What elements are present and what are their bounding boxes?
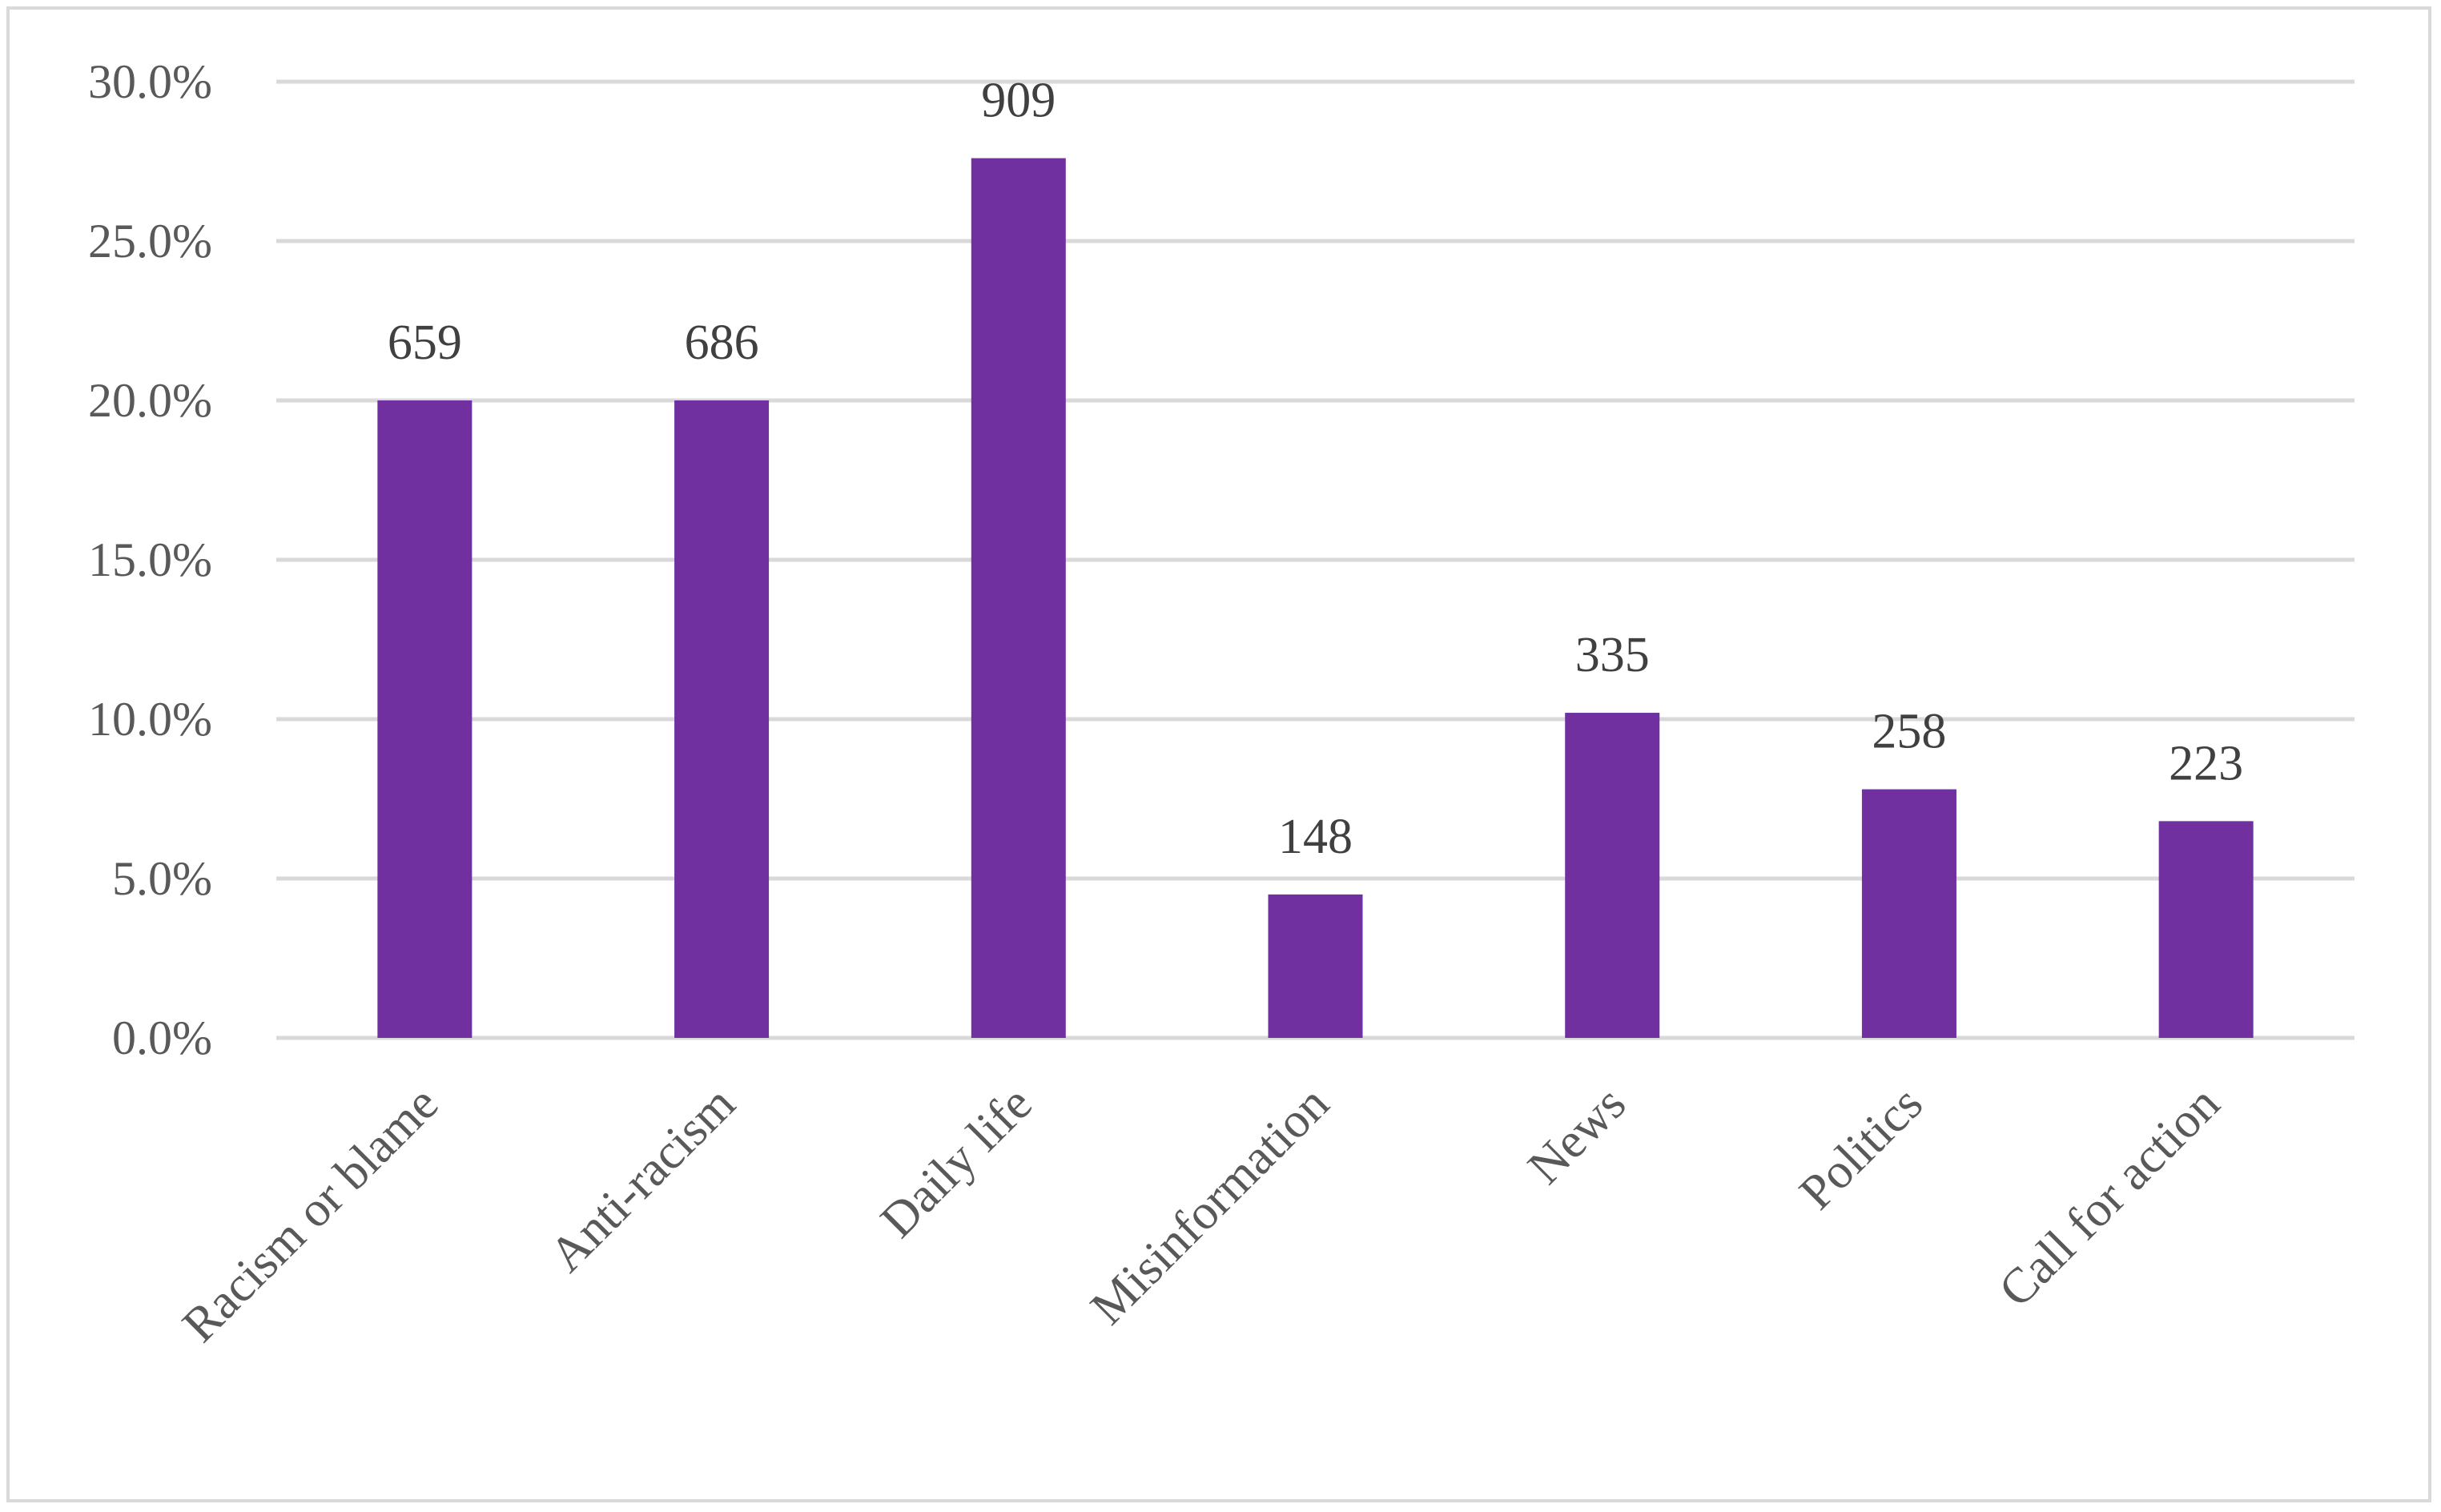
bar: [1861, 789, 1956, 1038]
bar: [377, 400, 473, 1038]
x-tick-label: Politics: [1789, 1076, 1933, 1220]
y-tick-label: 15.0%: [88, 533, 212, 586]
bars: [377, 158, 2254, 1038]
gridlines: [276, 79, 2355, 1040]
x-tick-label: Daily life: [871, 1076, 1043, 1249]
x-tick-label: News: [1518, 1076, 1636, 1195]
y-tick-label: 25.0%: [88, 215, 212, 267]
bar: [2158, 821, 2254, 1038]
data-label: 909: [981, 74, 1056, 128]
data-label: 659: [388, 316, 462, 370]
bar: [674, 400, 770, 1038]
data-label: 148: [1278, 810, 1353, 864]
data-label: 686: [685, 316, 759, 370]
y-tick-label: 5.0%: [112, 852, 212, 905]
bar: [971, 158, 1066, 1038]
x-tick-label: Anti-racism: [539, 1076, 745, 1282]
data-label: 335: [1575, 628, 1650, 682]
data-label: 223: [2169, 736, 2243, 790]
bar: [1565, 713, 1660, 1038]
data-labels: 659 686 909 148 335 258 223: [388, 74, 2243, 864]
y-tick-label: 30.0%: [88, 55, 212, 108]
x-tick-label: Misinformation: [1080, 1076, 1339, 1335]
x-tick-label: Racism or blame: [172, 1076, 448, 1353]
x-tick-label: Call for action: [1989, 1076, 2230, 1317]
data-label: 258: [1872, 705, 1946, 759]
y-tick-label: 20.0%: [88, 374, 212, 427]
x-axis-category-labels: Racism or blame Anti-racism Daily life Misi…: [172, 1076, 2230, 1353]
y-tick-label: 0.0%: [112, 1011, 212, 1064]
bar: [1268, 894, 1363, 1038]
y-axis-tick-labels: 0.0% 5.0% 10.0% 15.0% 20.0% 25.0% 30.0%: [88, 55, 212, 1064]
y-tick-label: 10.0%: [88, 693, 212, 746]
